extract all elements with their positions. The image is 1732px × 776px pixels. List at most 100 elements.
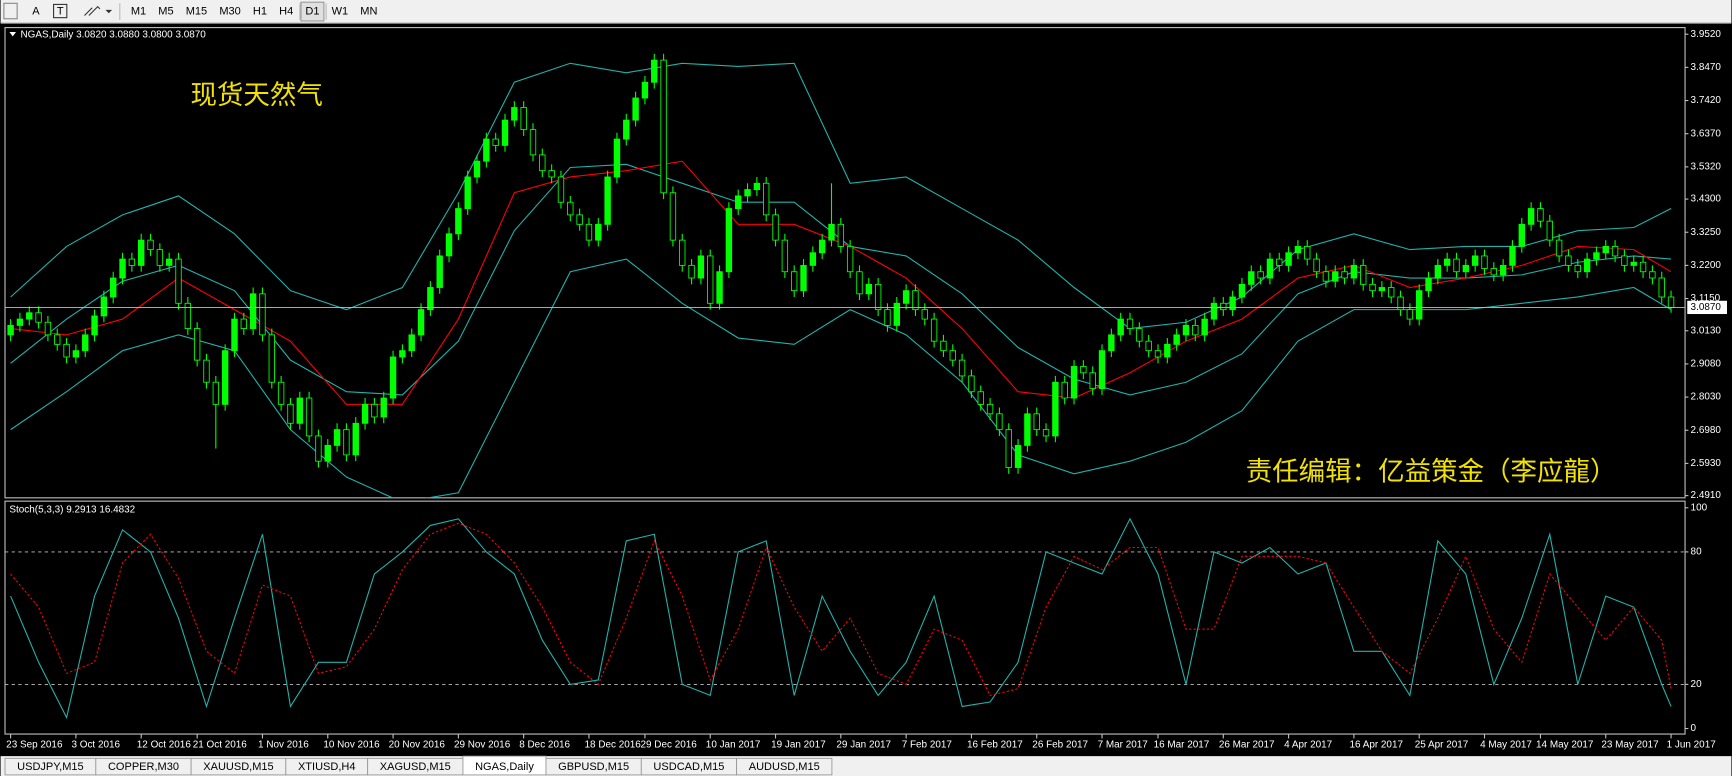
symbol-tab[interactable]: USDJPY,M15 [4,757,97,776]
candle-body [679,239,686,266]
candle-body [1126,318,1134,330]
candle-body [389,356,397,399]
y-tick-label: 80 [1691,547,1703,558]
symbol-tab-bg [736,757,833,776]
candle-body [1257,271,1264,279]
y-tick-label: 2.6980 [1691,425,1722,436]
candle-body [473,160,481,178]
candle-body [1574,264,1581,273]
crosshair-icon[interactable] [3,2,18,20]
y-tick-label: 3.8470 [1691,62,1722,73]
candle-body [763,182,770,216]
candle-body [1509,246,1516,266]
candle-body [137,239,145,266]
timeframe-button[interactable]: MN [356,2,382,21]
candle-body [445,233,453,257]
y-tick-label: 0 [1691,723,1697,734]
symbol-tab-label: NGAS,Daily [475,761,534,773]
toolbar-button[interactable]: A [32,5,40,17]
symbol-tab[interactable]: XAGUSD,M15 [367,757,464,776]
symbol-tab-label: AUDUSD,M15 [749,761,820,773]
annotation-title: 现货天然气 [190,80,322,111]
x-tick-label: 29 Nov 2016 [454,740,511,751]
symbol-tab-label: XAUUSD,M15 [203,761,273,773]
symbol-tab[interactable]: GBPUSD,M15 [545,757,642,776]
candle-body [1360,264,1367,285]
candle-body [1621,255,1628,266]
candle-body [1136,328,1143,342]
candle-body [1425,277,1432,292]
candle-body [16,318,24,326]
candle-body [436,255,443,288]
timeframe-button[interactable]: H1 [248,2,271,21]
chart-header: NGAS,Daily 3.0820 3.0880 3.0800 3.0870 [20,29,206,40]
candle-body [930,318,938,342]
candle-body [44,321,52,336]
symbol-tab[interactable]: AUDUSD,M15 [736,757,833,776]
symbol-tab[interactable]: USDCAD,M15 [640,757,738,776]
timeframe-button[interactable]: H4 [275,2,298,21]
y-tick-label: 2.9080 [1691,359,1722,370]
y-tick-label: 20 [1691,679,1703,690]
symbol-tab[interactable]: COPPER,M30 [95,757,192,776]
timeframe-label: M5 [158,5,173,17]
candle-body [790,271,798,292]
candle-body [1406,309,1414,320]
candle-body [26,312,33,320]
x-tick-label: 7 Mar 2017 [1098,740,1149,751]
candle-body [1061,381,1068,399]
candle-body [1481,255,1488,269]
timeframe-button[interactable]: M30 [215,2,245,21]
dropdown-icon[interactable] [105,9,113,14]
candle-body [884,309,891,326]
candle-body [1537,208,1544,222]
candle-body [221,350,229,405]
price-label-box [1687,300,1727,315]
candle-body [1397,296,1404,311]
symbol-tab[interactable]: NGAS,Daily [462,755,547,776]
timeframe-label: MN [360,5,377,17]
candle-body [324,444,331,462]
x-tick-label: 23 May 2017 [1601,740,1659,751]
candle-body [212,381,220,405]
candle-body [333,429,341,446]
toolbar-icons: T [3,2,121,20]
candle-body [1182,324,1190,336]
symbol-tab[interactable]: XTIUSD,H4 [285,757,369,776]
y-tick-label: 3.2200 [1691,260,1722,271]
candle-body [1052,381,1059,437]
candle-body [613,138,621,178]
text-icon[interactable] [53,3,68,19]
timeframe-button[interactable]: M5 [154,2,178,21]
arrows-icon[interactable] [84,5,101,16]
candle-body [1285,252,1292,266]
bollinger-band-line [10,62,1672,330]
candle-body [1471,255,1479,266]
candle-body [1658,277,1665,298]
candle-body [1089,372,1096,390]
timeframe-button[interactable]: W1 [327,2,352,21]
candle-body [1639,261,1647,273]
candle-body [1266,258,1274,279]
candle-body [371,403,378,418]
timeframe-button[interactable]: D1 [300,1,325,22]
timeframe-button-bg [300,1,325,22]
candle-body [846,246,854,273]
candle-body [1005,429,1012,468]
candle-body [529,129,537,156]
timeframe-button[interactable]: M1 [126,2,150,21]
x-tick-label: 4 Apr 2017 [1284,740,1332,751]
candle-body [1415,290,1423,320]
candle-body [492,138,499,146]
symbol-tab[interactable]: XAUUSD,M15 [190,757,287,776]
timeframe-button[interactable]: M15 [181,2,211,21]
candle-body [902,290,910,304]
candle-body [1369,283,1376,292]
candle-body [361,403,369,424]
stoch-main-line [10,517,1672,720]
candle-body [707,255,714,304]
candle-body [1453,258,1460,273]
candle-body [912,290,919,311]
x-tick-label: 26 Mar 2017 [1219,740,1275,751]
candle-body [968,375,975,393]
